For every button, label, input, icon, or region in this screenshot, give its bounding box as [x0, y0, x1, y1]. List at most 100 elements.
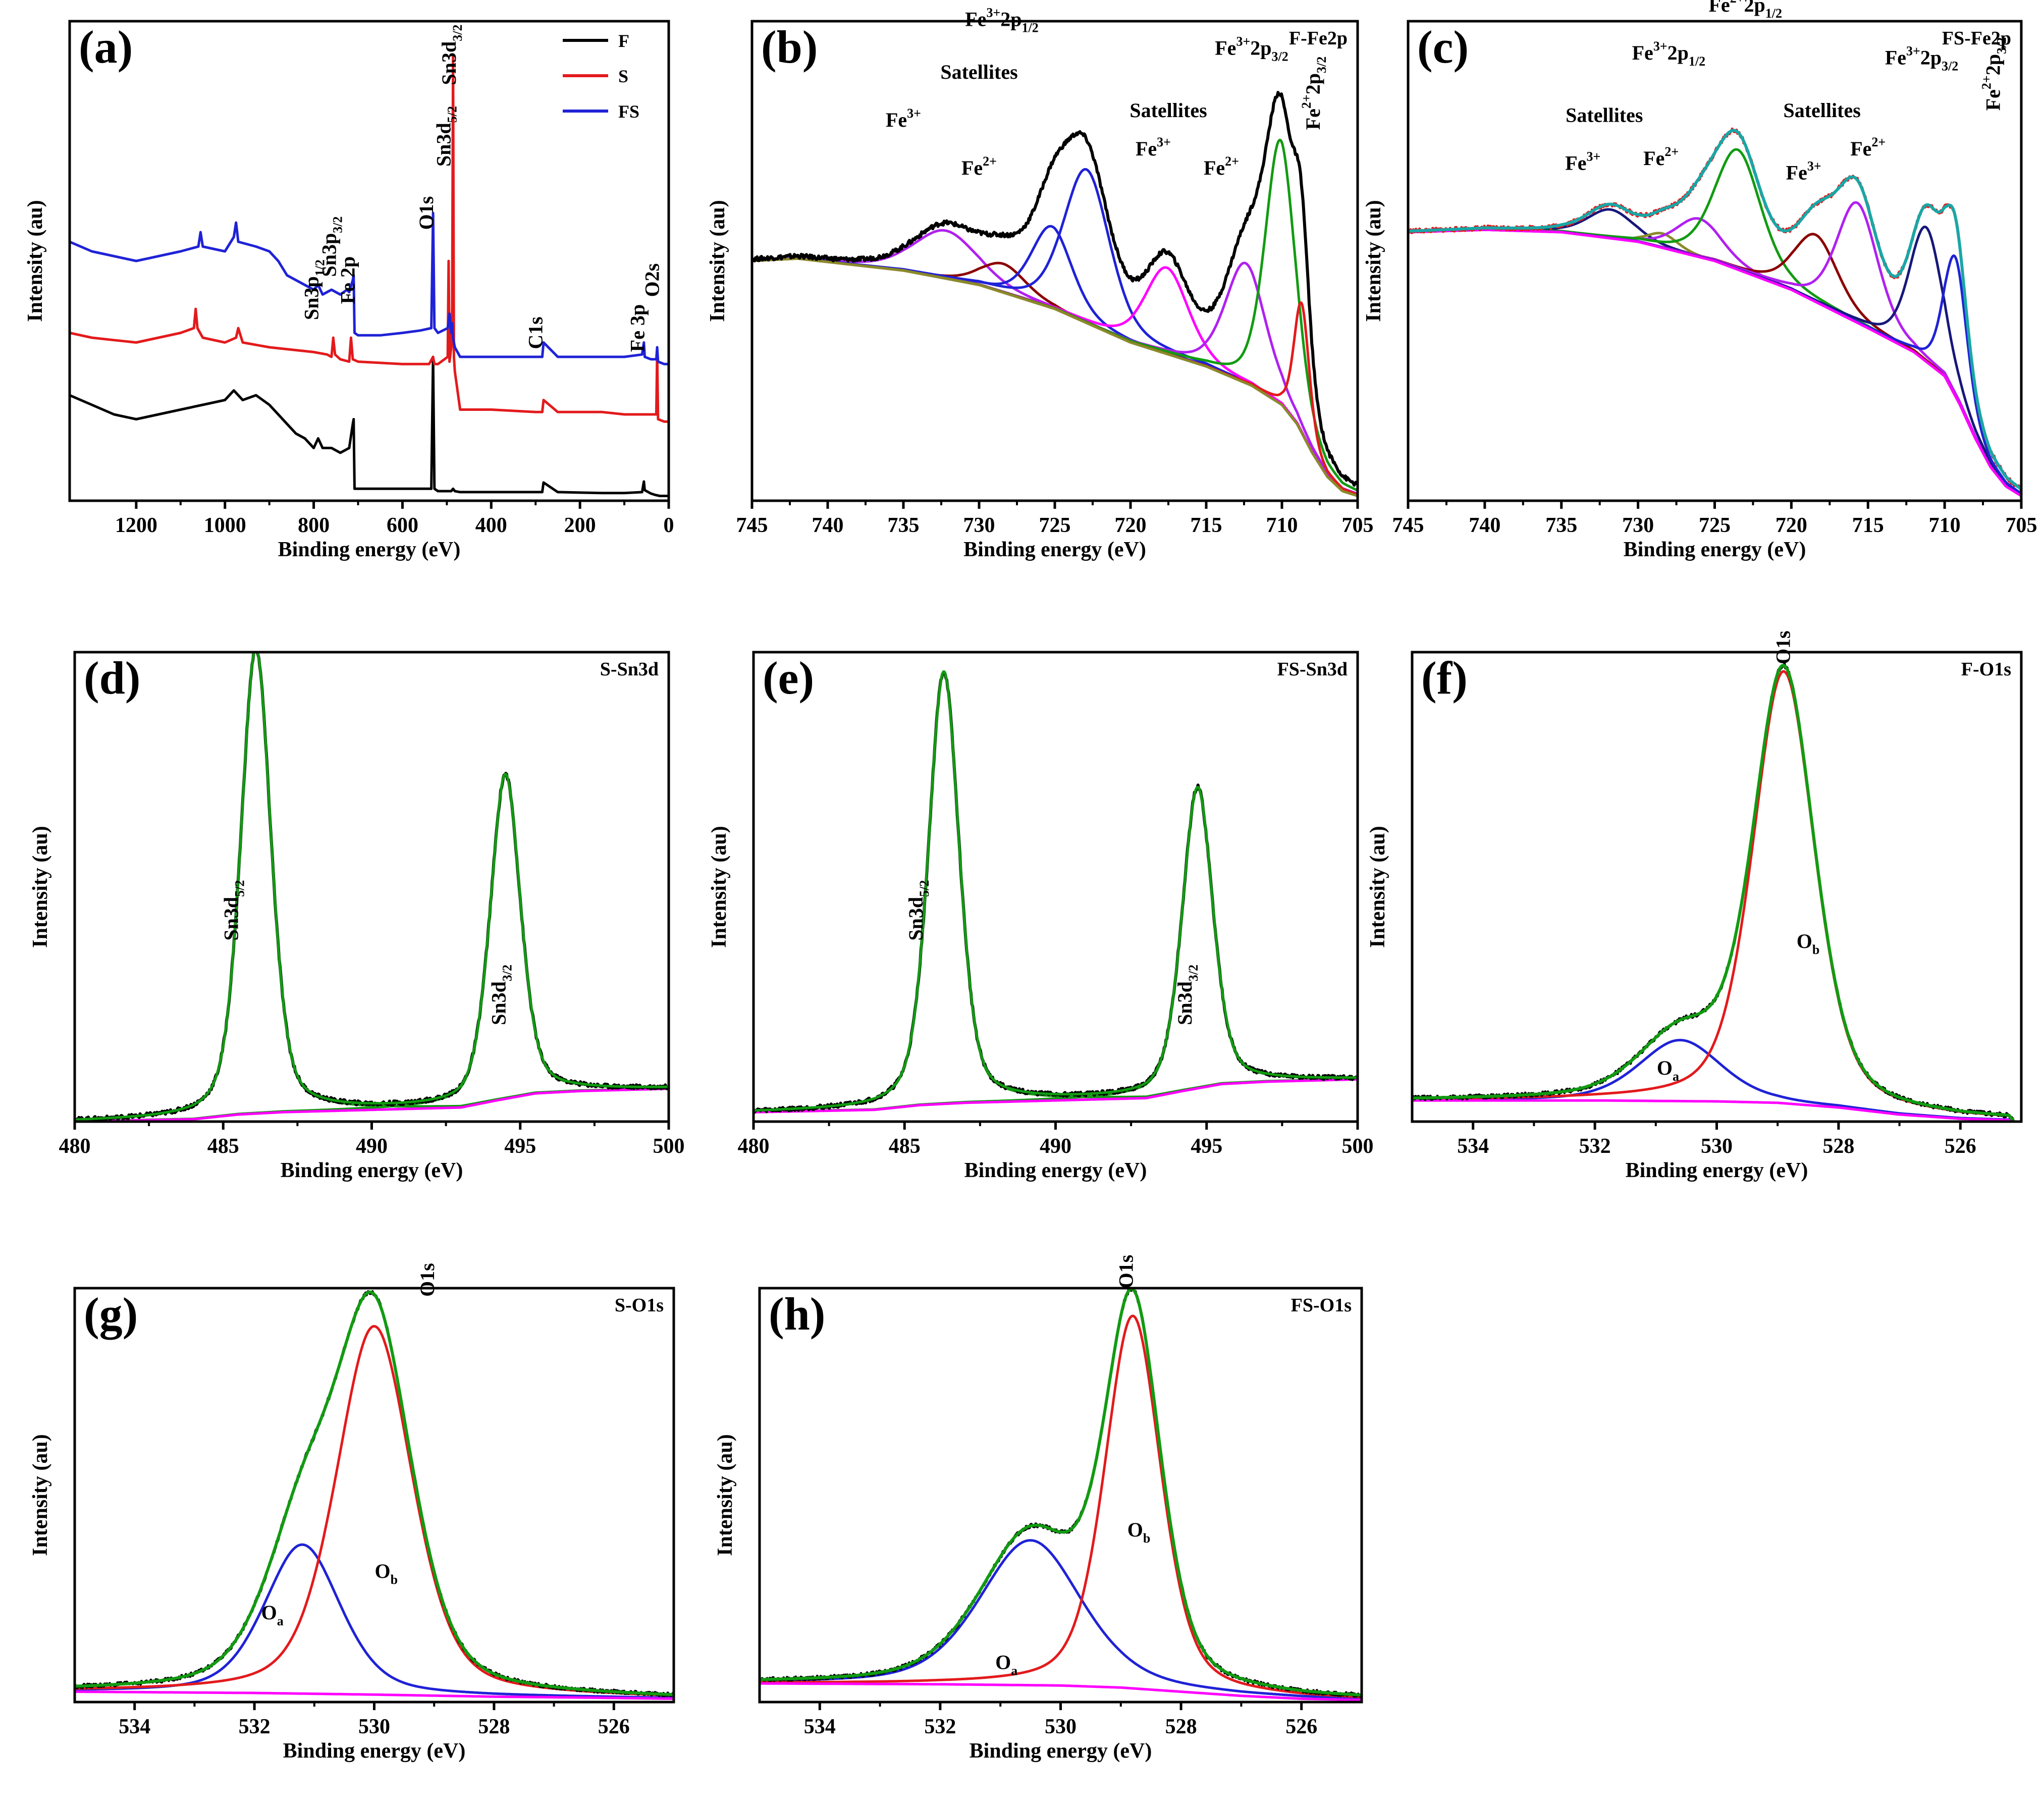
annotation-label: Fe3+2p1/2 — [965, 6, 1039, 35]
x-tick-label: 534 — [1457, 1135, 1489, 1158]
annotation-sup: 3+ — [1807, 159, 1821, 174]
annotation-sub: b — [391, 1572, 398, 1587]
annotation-text: Sn3d — [1173, 981, 1196, 1025]
panel-label: (f) — [1421, 652, 1468, 704]
x-tick-label: 800 — [298, 514, 330, 537]
annotation-text: O2s — [641, 263, 664, 297]
annotation-label: Sn3p1/2 — [300, 259, 327, 320]
annotation-sup: 2+ — [1730, 0, 1744, 6]
annotation-text: Fe — [1786, 162, 1807, 184]
fit-peak-1 — [760, 1314, 1362, 1699]
envelope-line — [760, 1288, 1362, 1698]
annotation-label: Sn3p3/2 — [318, 217, 345, 277]
fit-peak-0 — [754, 671, 1358, 1112]
annotation-text: Fe — [1850, 137, 1871, 160]
axes-frame — [1411, 651, 2023, 1123]
x-tick-label: 490 — [1040, 1135, 1071, 1158]
x-tick-label: 526 — [1285, 1715, 1317, 1738]
annotation-label: Fe2+ — [1850, 135, 1886, 160]
panel-label: (a) — [79, 21, 133, 73]
panel-e: 480 485 490 495 500 Binding energy (eV) Intens… — [708, 651, 1374, 1182]
panel-title: FS-O1s — [1291, 1295, 1352, 1316]
fit-peak-3 — [1408, 148, 2021, 497]
annotation-sup: 2+ — [983, 154, 997, 169]
annotation-text: Sn3p — [300, 276, 322, 320]
x-tick-label: 532 — [924, 1715, 956, 1738]
fit-sum-line — [1412, 664, 2016, 1122]
background-line — [752, 257, 1358, 497]
annotation-text: O — [374, 1560, 390, 1582]
envelope-line — [752, 91, 1358, 487]
background-line — [75, 1690, 674, 1700]
annotation-after: 2p — [1250, 37, 1271, 60]
annotation-sup: 3+ — [1236, 34, 1250, 49]
x-tick-label: 0 — [664, 514, 674, 537]
annotation-sub: 5/2 — [445, 106, 459, 123]
x-axis-label: Binding energy (eV) — [970, 1739, 1152, 1763]
fit-peak-1 — [75, 1324, 674, 1697]
annotation-label: Fe3+ — [1565, 149, 1600, 175]
annotation-label: Satellites — [1566, 104, 1643, 127]
annotation-text: Fe — [1215, 37, 1236, 60]
x-axis-label: Binding energy (eV) — [963, 538, 1146, 561]
annotation-text: Fe — [965, 8, 986, 31]
plot-area — [70, 54, 669, 497]
annotation-text: O1s — [416, 1263, 439, 1297]
annotation-sub: 3/2 — [1314, 57, 1329, 73]
x-axis-label: Binding energy (eV) — [281, 1159, 463, 1182]
annotation-text: O — [1797, 930, 1812, 952]
fit-peak-5 — [1408, 201, 2021, 496]
x-axis-label: Binding energy (eV) — [283, 1739, 466, 1763]
series-line-fs — [70, 211, 669, 365]
annotation-text: Fe — [961, 156, 983, 179]
annotation-label: Sn3d5/2 — [220, 880, 247, 941]
x-tick-label: 710 — [1266, 514, 1298, 537]
x-tick-label: 500 — [1342, 1135, 1374, 1158]
x-tick-label: 705 — [1342, 514, 1374, 537]
x-tick-label: 480 — [738, 1135, 770, 1158]
annotation-text: O — [261, 1601, 277, 1624]
annotation-text: Fe — [1632, 41, 1653, 64]
annotation-sub: 1/2 — [1765, 6, 1782, 21]
background-line — [754, 1078, 1358, 1114]
fit-peak-0 — [1408, 208, 2021, 497]
y-axis-label: Intensity (au) — [706, 200, 729, 322]
annotation-after: 2p — [1744, 0, 1765, 16]
panel-b: 745 740 735 730 725 720 715 710 705 Binding energ… — [706, 0, 1374, 561]
annotation-sub: 3/2 — [1272, 49, 1288, 64]
x-tick-label: 720 — [1115, 514, 1147, 537]
x-tick-label: 534 — [119, 1715, 150, 1738]
annotation-label: Satellites — [940, 61, 1017, 83]
annotation-sub: 1/2 — [1022, 21, 1039, 35]
axes-frame — [73, 651, 670, 1123]
annotation-text: Fe — [1643, 147, 1664, 170]
panel-title: F-Fe2p — [1289, 28, 1348, 49]
annotation-text: Fe — [1136, 137, 1157, 160]
annotation-text: Sn3d — [432, 123, 455, 167]
annotation-sup: 2+ — [1871, 135, 1886, 149]
annotation-after: 2p — [1981, 54, 2004, 75]
x-tick-label: 745 — [1392, 514, 1424, 537]
y-axis-label: Intensity (au) — [29, 1434, 52, 1556]
x-tick-label: 526 — [1945, 1135, 1976, 1158]
envelope-line — [75, 652, 669, 1122]
plot-area — [760, 1288, 1362, 1702]
panel-label: (d) — [84, 652, 140, 704]
annotation-text: Sn3d — [438, 41, 460, 85]
fit-peak-6 — [752, 138, 1358, 492]
fit-peak-7 — [752, 257, 1358, 496]
annotation-text: Fe — [1204, 156, 1225, 179]
annotation-label: Fe 3p — [626, 304, 649, 352]
x-tick-label: 710 — [1929, 514, 1961, 537]
annotation-label: Sn3d5/2 — [904, 880, 932, 941]
annotation-label: Fe 2p — [336, 256, 359, 304]
annotation-text: O1s — [1771, 630, 1794, 664]
annotation-label: C1s — [524, 316, 547, 349]
annotation-sup: 2+ — [1225, 154, 1239, 169]
annotation-sub: 3/2 — [331, 217, 345, 233]
plot-area — [1408, 127, 2021, 497]
x-tick-label: 720 — [1776, 514, 1807, 537]
legend-label: FS — [618, 101, 639, 122]
annotation-text: Sn3d — [487, 981, 510, 1025]
